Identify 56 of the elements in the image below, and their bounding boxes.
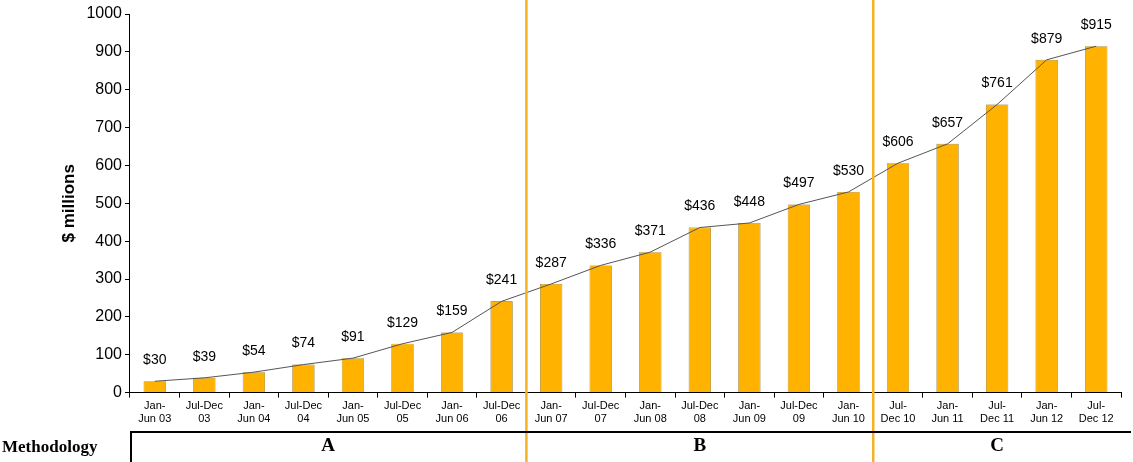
data-label: $39	[192, 347, 217, 364]
x-tick-label: Jul-Dec 03	[185, 399, 224, 425]
y-tick-label: 800	[95, 80, 123, 98]
x-tick-label: Jan- Jun 03	[138, 399, 172, 425]
x-tick-label: Jan- Jun 10	[831, 399, 865, 425]
y-tick-label: 900	[95, 42, 123, 60]
y-tick-label: 100	[95, 345, 123, 363]
data-label: $54	[242, 342, 266, 359]
x-tick-label: Jul-Dec 09	[780, 399, 819, 425]
x-tick-label: Jul-Dec 08	[681, 399, 719, 425]
text: B	[693, 434, 707, 456]
text: C	[990, 434, 1004, 456]
x-tick-label: Jul-Dec 07	[582, 399, 620, 425]
y-tick-label: 300	[95, 269, 123, 287]
x-tick-label: Jul-Dec 04	[284, 399, 323, 425]
y-tick-label: 200	[95, 307, 123, 325]
x-tick-label: Jan- Jun 06	[435, 399, 469, 425]
x-tick-label: Jan- Jun 05	[336, 399, 370, 425]
x-tick-label: Jul- Dec 10	[880, 399, 916, 425]
y-tick-label: 600	[95, 155, 123, 173]
data-label: $74	[291, 334, 316, 351]
x-tick-label: Jan- Jun 07	[534, 399, 568, 425]
text: A	[321, 434, 336, 456]
data-label: $287	[535, 253, 567, 270]
y-axis-title: $ millions	[58, 164, 78, 243]
data-label: $371	[634, 222, 667, 238]
y-tick-label: 400	[95, 231, 123, 249]
y-tick-label: 1000	[86, 4, 123, 22]
data-label: $436	[684, 197, 716, 214]
data-label: $879	[1031, 29, 1063, 46]
data-label: $159	[436, 302, 468, 319]
data-label: $657	[932, 113, 964, 130]
x-tick-label: Jul-Dec 06	[482, 399, 521, 425]
x-tick-label: Jul-Dec 05	[383, 399, 422, 425]
x-tick-label: Jan- Jun 04	[237, 399, 271, 425]
x-tick-label: Jan- Jun 12	[1030, 399, 1064, 425]
data-label: $761	[981, 74, 1013, 91]
y-tick-label: 0	[113, 383, 123, 401]
data-label: $30	[143, 351, 167, 368]
data-label: $91	[341, 328, 365, 345]
data-label: $606	[882, 133, 914, 150]
x-tick-label: Jan- Jun 09	[732, 399, 766, 425]
text: Methodology	[2, 436, 98, 456]
data-label: $530	[832, 161, 865, 178]
data-label: $915	[1080, 16, 1113, 33]
data-label: $497	[783, 174, 815, 191]
x-tick-label: Jul- Dec 12	[1078, 399, 1114, 425]
data-label: $448	[733, 192, 766, 209]
data-label: $129	[386, 313, 419, 330]
x-tick-label: Jan- Jun 11	[931, 399, 964, 425]
y-tick-label: 500	[95, 193, 123, 211]
y-tick-label: 700	[95, 117, 123, 135]
data-label: $336	[585, 235, 617, 252]
x-tick-label: Jan- Jun 08	[633, 399, 667, 425]
x-tick-label: Jul- Dec 11	[980, 399, 1015, 425]
data-label: $241	[486, 271, 518, 288]
